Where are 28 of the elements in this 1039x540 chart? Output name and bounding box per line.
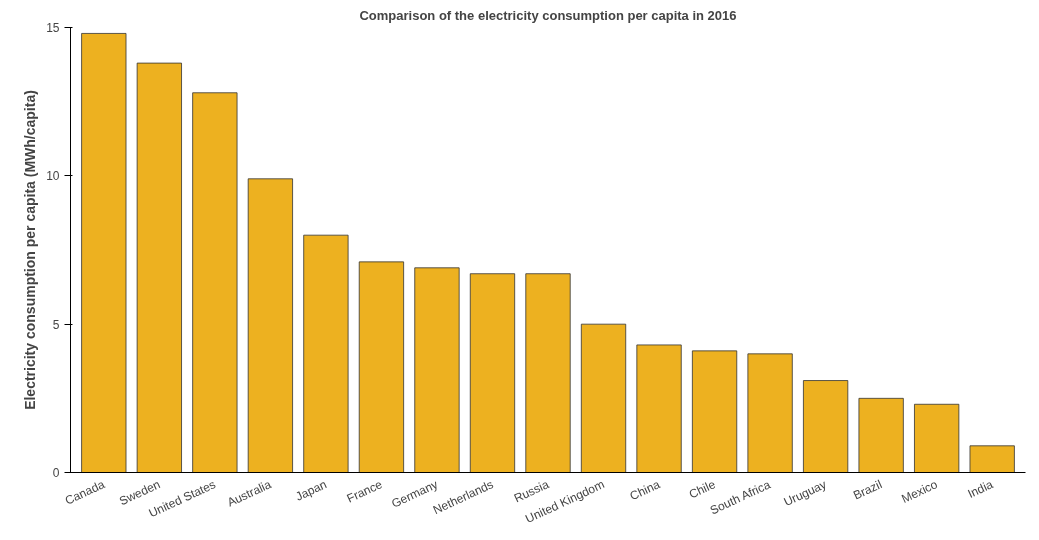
y-tick-label: 0: [52, 466, 60, 480]
bar: [747, 353, 793, 473]
bar: [192, 92, 238, 473]
x-tick-label: Japan: [293, 477, 329, 504]
bar: [469, 273, 516, 473]
x-tick-label: Brazil: [850, 477, 885, 503]
bar: [580, 323, 627, 473]
x-tick-label: Russia: [511, 477, 552, 506]
bar: [803, 380, 849, 473]
bar: [636, 344, 682, 473]
bar: [914, 403, 960, 473]
bar: [247, 178, 293, 473]
bar: [414, 267, 460, 473]
y-tick-label: 5: [52, 317, 60, 332]
y-tick-label: 10: [46, 169, 60, 184]
x-tick-label: China: [627, 477, 663, 504]
chart-title: Comparison of the electricity consumption per capita in 2016: [359, 7, 737, 23]
x-tick-label: India: [965, 477, 996, 501]
bar: [81, 33, 127, 473]
bar: [858, 397, 904, 473]
y-tick-label: 15: [46, 21, 60, 35]
bar: [969, 445, 1015, 473]
bar: [525, 273, 571, 473]
bar: [303, 234, 349, 473]
bar: [691, 350, 738, 473]
bar: [358, 261, 405, 473]
bar: [136, 62, 182, 473]
y-axis-title: Electricity consumption per capita (MWh/capita): [22, 90, 39, 410]
